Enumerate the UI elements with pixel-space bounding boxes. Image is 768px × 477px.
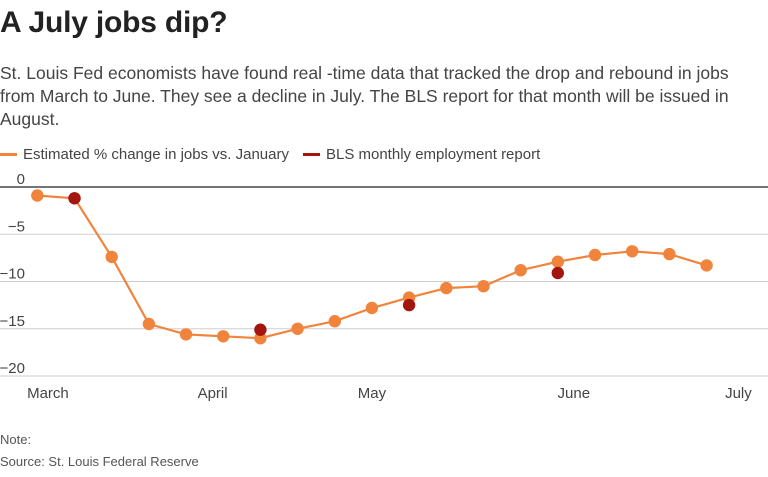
legend-label-bls: BLS monthly employment report [325, 146, 541, 163]
data-point-bls [551, 266, 564, 280]
chart-source: Source: St. Louis Federal Reserve [0, 454, 199, 469]
data-point-estimate [328, 315, 341, 328]
chart-legend: Estimated % change in jobs vs. January B… [0, 146, 554, 163]
data-point-estimate [31, 189, 44, 202]
series-line-estimate [37, 194, 707, 340]
data-point-estimate [365, 301, 379, 315]
data-point-estimate [700, 259, 713, 272]
data-point-estimate [440, 281, 453, 295]
data-point-estimate [663, 247, 676, 261]
legend-label-estimate: Estimated % change in jobs vs. January [23, 146, 289, 163]
y-tick-label: −5 [8, 218, 25, 235]
chart-title: A July jobs dip? [0, 6, 228, 39]
x-tick-label: April [198, 385, 228, 402]
data-point-estimate [254, 332, 267, 345]
legend-swatch-estimate [0, 153, 17, 156]
legend-swatch-bls [302, 153, 320, 156]
data-point-estimate [217, 330, 230, 343]
y-tick-label: −10 [0, 266, 25, 283]
x-tick-label: May [358, 385, 387, 402]
data-point-estimate [551, 255, 564, 268]
data-point-estimate [179, 328, 193, 341]
data-point-estimate [291, 322, 304, 335]
chart-note: Note: [0, 432, 32, 447]
legend-item-bls: BLS monthly employment report [302, 146, 541, 163]
data-point-bls [402, 298, 416, 312]
data-point-bls [254, 323, 267, 336]
data-point-estimate [514, 264, 527, 277]
data-point-estimate [626, 245, 639, 258]
data-point-estimate [477, 280, 490, 293]
y-tick-label: −20 [0, 360, 25, 377]
data-point-estimate [142, 317, 156, 331]
chart-subtitle: St. Louis Fed economists have found real… [0, 63, 729, 129]
legend-item-estimate: Estimated % change in jobs vs. January [0, 146, 289, 163]
x-tick-label: July [725, 385, 752, 402]
data-point-estimate [105, 250, 118, 264]
y-tick-label: 0 [17, 172, 25, 188]
data-point-estimate [588, 248, 602, 262]
data-point-bls [68, 192, 81, 205]
y-tick-label: −15 [0, 313, 25, 330]
x-tick-label: June [558, 385, 591, 402]
x-tick-label: March [27, 385, 69, 402]
